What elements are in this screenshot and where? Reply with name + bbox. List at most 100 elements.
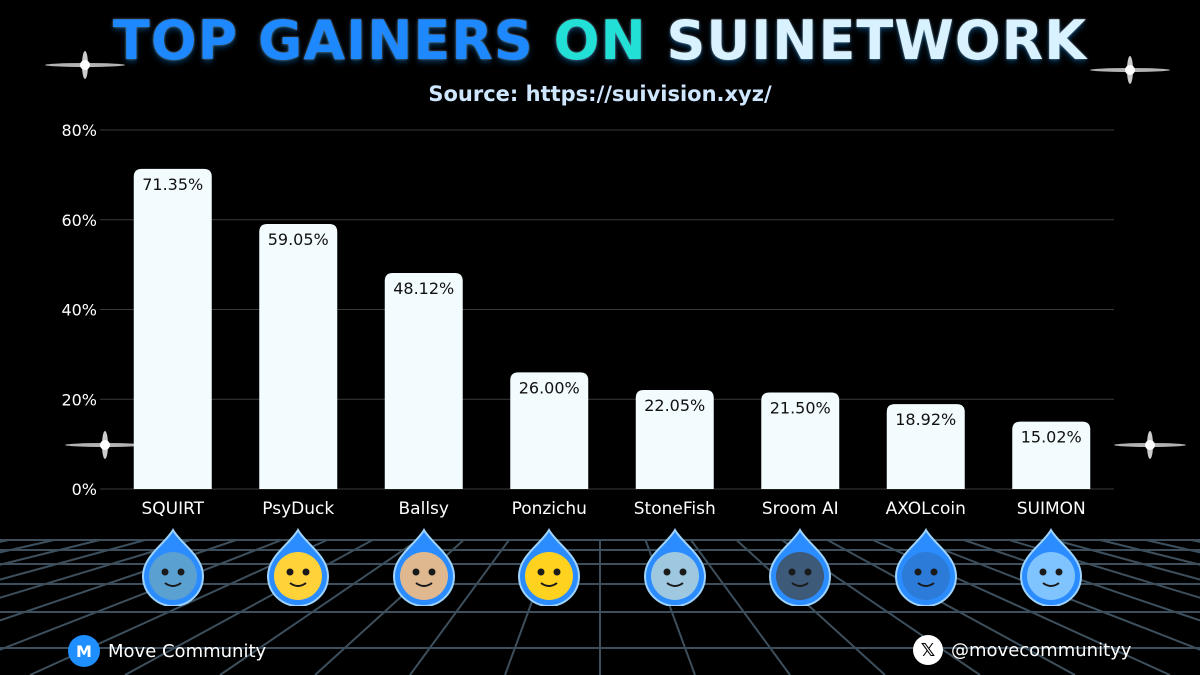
floor-grid-vline [1009, 539, 1200, 599]
bar-squirt [133, 168, 212, 489]
avatar-face [399, 552, 448, 600]
avatar-eye [177, 568, 185, 576]
data-label: 48.12% [393, 279, 454, 298]
data-label: 59.05% [268, 230, 329, 249]
avatar-eye [286, 568, 294, 576]
squirt-avatar-icon [141, 527, 204, 606]
avatar-eye [914, 568, 922, 576]
data-label: 26.00% [519, 378, 580, 397]
x-tick-label: Ponzichu [512, 499, 587, 519]
y-tick-label: 60% [61, 211, 97, 230]
avatar-mouth [1042, 582, 1060, 587]
avatar-mouth [791, 582, 809, 587]
floor-grid-vline [0, 539, 282, 651]
x-tick-label: StoneFish [634, 499, 716, 519]
bar-sroom-ai [761, 392, 840, 489]
x-tick-label: Sroom AI [762, 499, 839, 519]
avatar-eye [930, 568, 938, 576]
sparkle-icon [1114, 431, 1186, 459]
x-tick-label: PsyDuck [262, 499, 334, 519]
data-label: 21.50% [770, 399, 831, 418]
y-tick-label: 40% [61, 301, 97, 320]
avatar-eye [663, 568, 671, 576]
avatar-eye [428, 568, 436, 576]
avatar-face [901, 552, 950, 600]
y-tick-label: 0% [72, 480, 97, 499]
x-tick-label: SQUIRT [141, 499, 204, 519]
avatar-eye [553, 568, 561, 576]
title-part-top-gainers: TOP GAINERS [112, 9, 554, 72]
floor-grid-vline [0, 539, 146, 581]
floor-grid-vline [1054, 539, 1200, 581]
bar-ballsy [384, 273, 463, 489]
floor-grid-vline [0, 539, 100, 566]
bar-chart: 0% 20% 40% 60% 80% 71.35% SQUIRT 59.05% PsyDuck 4… [61, 121, 1114, 519]
avatar-eye [1055, 568, 1063, 576]
floor-grid-vline [0, 539, 9, 543]
x-logo-icon: 𝕏 [913, 635, 943, 665]
avatar-eye [1039, 568, 1047, 576]
floor-grid-vline [0, 539, 55, 554]
x-tick-label: Ballsy [399, 499, 449, 519]
avatar-mouth [164, 582, 182, 587]
x-handle[interactable]: 𝕏 @movecommunityy [913, 635, 1131, 665]
avatar-mouth [289, 582, 307, 587]
source-subtitle: Source: https://suivision.xyz/ [428, 82, 772, 106]
avatar-mouth [540, 582, 558, 587]
title-part-on: ON [553, 9, 667, 72]
avatar-eye [161, 568, 169, 576]
sparkle-icon [65, 431, 145, 459]
floor-grid-vline [219, 539, 419, 675]
floor-grid-vline [690, 539, 791, 675]
ponzichu-avatar-icon [518, 527, 581, 606]
bar-suimon [1012, 421, 1091, 489]
sparkle-icon [1090, 56, 1170, 84]
floor-grid-vline [409, 539, 510, 675]
sparkle-icon [45, 51, 125, 79]
stonefish-avatar-icon [643, 527, 706, 606]
bar-stonefish [635, 390, 714, 489]
avatar-face [148, 552, 197, 600]
avatar-eye [302, 568, 310, 576]
bar-psyduck [259, 224, 338, 489]
floor-grid-vline [0, 539, 191, 599]
floor-grid-vline [124, 539, 374, 675]
avatar-face [650, 552, 699, 600]
sroom-ai-avatar-icon [769, 527, 832, 606]
data-label: 15.02% [1021, 428, 1082, 447]
bar-ponzichu [510, 372, 589, 489]
data-label: 71.35% [142, 175, 203, 194]
avatar-mouth [917, 582, 935, 587]
x-handle-text: @movecommunityy [951, 639, 1132, 661]
psyduck-avatar-icon [267, 527, 330, 606]
avatar-mouth [666, 582, 684, 587]
avatar-eye [412, 568, 420, 576]
y-tick-label: 80% [61, 121, 97, 140]
avatar-face [1027, 552, 1076, 600]
floor-grid-vline [735, 539, 886, 675]
floor-grid-vline [1191, 539, 1200, 543]
axolcoin-avatar-icon [894, 527, 957, 606]
data-label: 18.92% [895, 410, 956, 429]
y-tick-label: 20% [61, 390, 97, 409]
avatar-face [525, 552, 574, 600]
suimon-avatar-icon [1020, 527, 1083, 606]
avatar-mouth [415, 582, 433, 587]
move-community-logo-icon: M [68, 635, 100, 667]
page-title: TOP GAINERS ON SUINETWORK [0, 6, 1200, 76]
floor-grid-vline [918, 539, 1200, 651]
avatar-eye [679, 568, 687, 576]
ballsy-avatar-icon [392, 527, 455, 606]
floor-grid-vline [826, 539, 1076, 675]
avatar-eye [804, 568, 812, 576]
brand-name: Move Community [108, 640, 267, 662]
bar-axolcoin [886, 404, 965, 489]
avatar-face [776, 552, 825, 600]
floor-grid-vline [1145, 539, 1200, 554]
avatar-eye [537, 568, 545, 576]
floor-grid-vline [1100, 539, 1200, 566]
avatar-eye [788, 568, 796, 576]
avatar-face [274, 552, 323, 600]
data-label: 22.05% [644, 396, 705, 415]
x-tick-label: SUIMON [1017, 499, 1086, 519]
